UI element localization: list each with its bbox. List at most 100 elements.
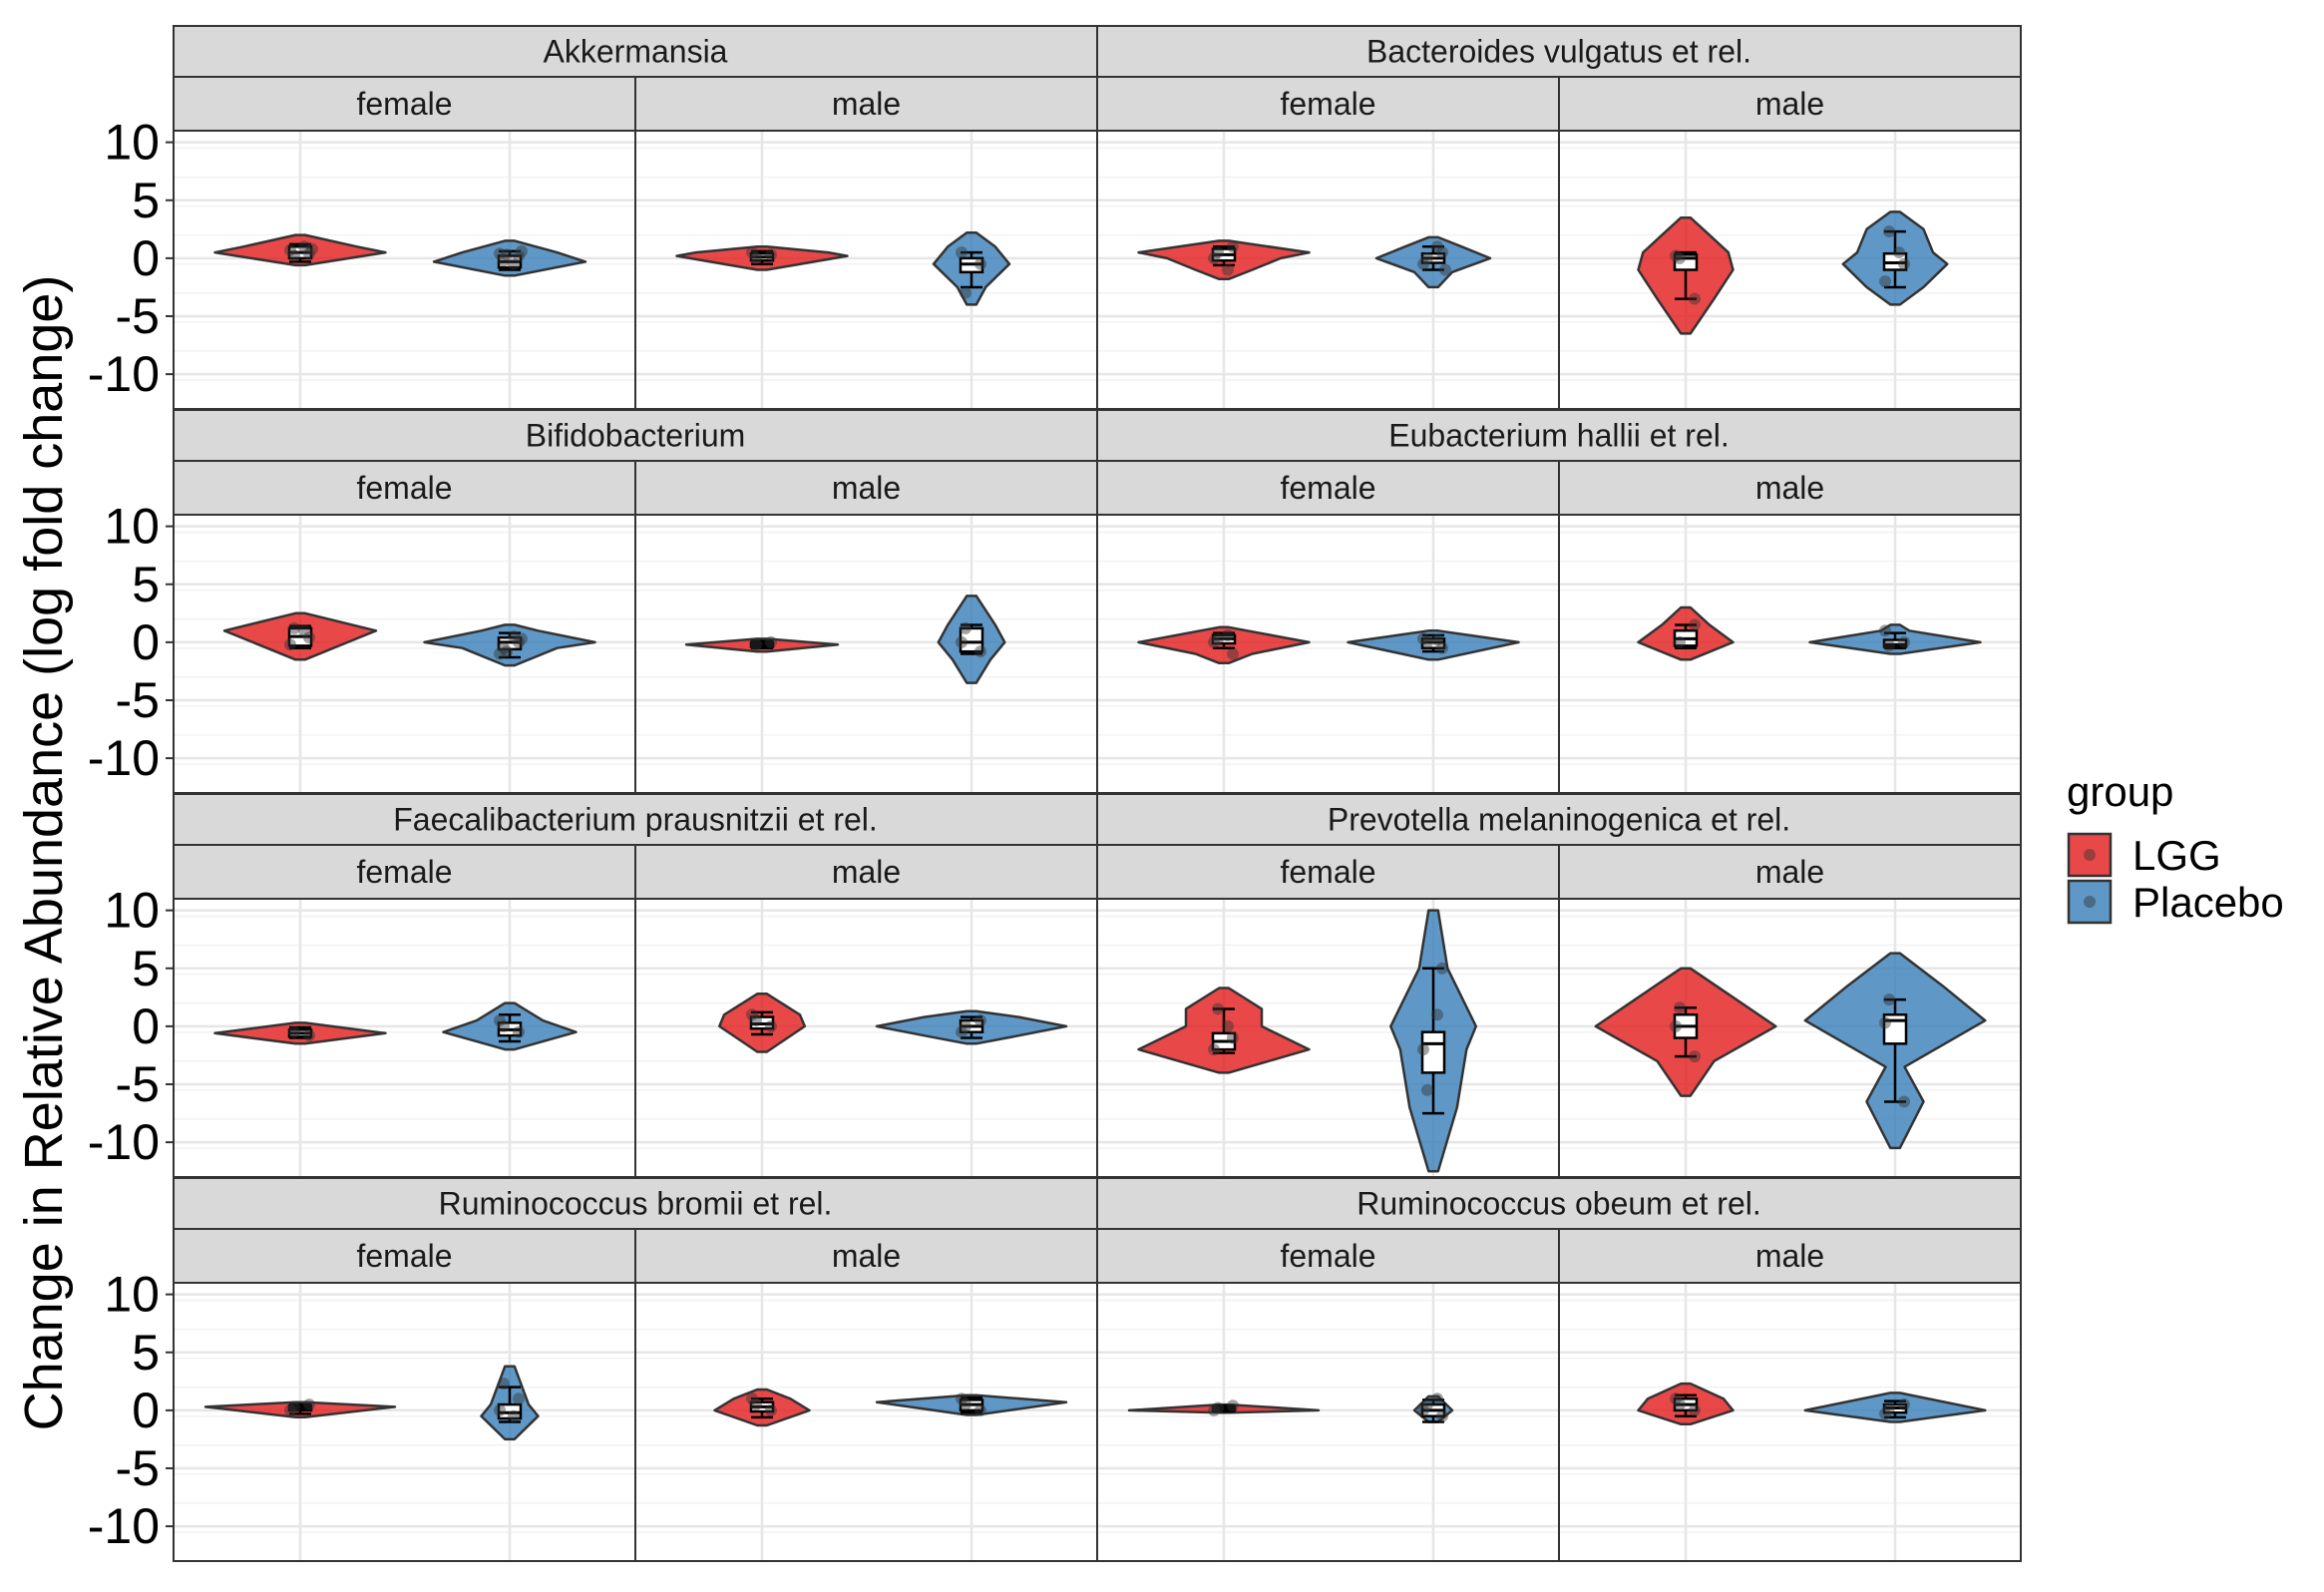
violin-lgg	[713, 1388, 811, 1427]
violin-lgg	[1137, 239, 1311, 281]
data-point	[1670, 1393, 1682, 1405]
data-point	[288, 249, 300, 262]
data-point	[1222, 1019, 1234, 1032]
sex-strip	[173, 76, 636, 132]
data-point	[1898, 257, 1910, 270]
sex-strip-label: male	[832, 854, 901, 890]
data-point	[1417, 257, 1429, 270]
data-point	[508, 1409, 520, 1422]
data-point	[284, 638, 296, 651]
violin-lgg	[718, 993, 807, 1053]
data-point	[1227, 647, 1239, 660]
data-point	[501, 645, 513, 658]
data-point	[1417, 632, 1429, 645]
sex-strip-label: female	[356, 854, 452, 890]
data-point	[1436, 1409, 1448, 1422]
data-point	[1898, 635, 1910, 648]
sex-strip	[1558, 76, 2022, 132]
data-point	[1227, 240, 1239, 253]
data-point	[956, 246, 968, 259]
genus-strip-label: Faecalibacterium prausnitzii et rel.	[393, 802, 878, 838]
plot-background	[1097, 1283, 1559, 1561]
data-point	[750, 251, 762, 264]
plot-background	[174, 131, 635, 409]
violin-placebo	[875, 1393, 1068, 1416]
plot-background	[174, 1283, 635, 1561]
facet-2: Bifidobacterium female male	[173, 409, 1098, 794]
data-point	[1883, 225, 1895, 238]
genus-strip	[1096, 1177, 2022, 1230]
violin-lgg	[1637, 215, 1735, 335]
sex-strip-label: male	[832, 470, 901, 506]
data-point	[1227, 1399, 1239, 1412]
data-point	[284, 1403, 296, 1416]
data-point	[750, 638, 762, 651]
violin-placebo	[432, 239, 587, 277]
data-point	[1436, 962, 1448, 975]
data-point	[1879, 1407, 1891, 1420]
sex-strip	[1096, 460, 1560, 516]
data-point	[1421, 1083, 1433, 1096]
y-tick-label: 0	[132, 230, 160, 286]
data-point	[1431, 1393, 1443, 1405]
sex-strip	[1558, 1228, 2022, 1284]
data-point	[1431, 1008, 1443, 1021]
plot-background	[1559, 1283, 2021, 1561]
data-point	[288, 1025, 300, 1038]
sex-strip	[634, 460, 1098, 516]
plot-area	[634, 514, 1098, 794]
data-point	[508, 257, 520, 270]
sex-strip	[1558, 844, 2022, 900]
facet-4: Faecalibacterium prausnitzii et rel. fema…	[173, 793, 1098, 1178]
genus-strip-label: Bacteroides vulgatus et rel.	[1366, 34, 1751, 70]
violin-lgg	[1637, 1382, 1735, 1426]
genus-strip-label: Akkermansia	[544, 34, 728, 70]
data-point	[1208, 1403, 1220, 1416]
genus-strip-label: Bifidobacterium	[526, 418, 746, 454]
plot-area	[1558, 514, 2022, 794]
genus-strip	[1096, 25, 2022, 78]
violin-placebo	[937, 595, 1006, 684]
data-point	[516, 632, 528, 645]
y-axis-title: Change in Relative Abundance (log fold c…	[14, 275, 74, 1431]
sex-strip-label: female	[1280, 854, 1375, 890]
legend-label: LGG	[2132, 832, 2221, 879]
genus-strip	[1096, 793, 2022, 846]
violin-placebo	[932, 231, 1011, 306]
facet-1: Bacteroides vulgatus et rel. female male	[1096, 25, 2022, 410]
data-point	[508, 630, 520, 643]
sex-strip	[1096, 1228, 1560, 1284]
data-point	[1212, 246, 1224, 259]
sex-strip	[173, 844, 636, 900]
sex-strip-label: female	[356, 470, 452, 506]
data-point	[956, 1025, 968, 1038]
plot-background	[1559, 131, 2021, 409]
violin-lgg	[1637, 605, 1735, 661]
data-point	[1674, 635, 1686, 648]
data-point	[1689, 618, 1701, 631]
genus-strip-label: Ruminococcus obeum et rel.	[1356, 1186, 1761, 1222]
data-point	[765, 635, 777, 648]
legend-point	[2084, 849, 2096, 861]
data-point	[1898, 1095, 1910, 1108]
y-tick-label: 0	[132, 1383, 160, 1438]
sex-strip	[1096, 76, 1560, 132]
legend-title: group	[2067, 768, 2173, 815]
data-point	[1208, 1043, 1220, 1056]
y-tick-label: 5	[132, 1325, 160, 1381]
y-tick-label: -10	[88, 1114, 160, 1170]
data-point	[501, 248, 513, 261]
data-point	[494, 647, 506, 660]
violin-lgg	[213, 1021, 387, 1045]
y-tick-label: 5	[132, 557, 160, 612]
sex-strip	[1096, 844, 1560, 900]
y-tick-label: -5	[116, 288, 160, 344]
data-point	[1421, 1398, 1433, 1411]
legend-item-lgg: LGG	[2067, 832, 2221, 879]
data-point	[288, 621, 300, 634]
data-point	[306, 242, 318, 255]
data-point	[746, 1008, 758, 1021]
data-point	[765, 1403, 777, 1416]
facet-5: Prevotella melaninogenica et rel. female m…	[1096, 793, 2022, 1178]
